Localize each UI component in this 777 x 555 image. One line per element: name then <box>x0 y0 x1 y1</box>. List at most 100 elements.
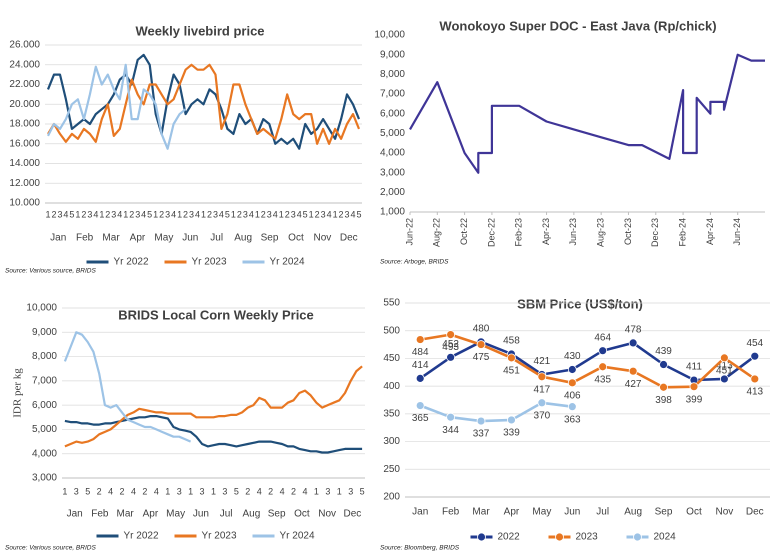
series-line <box>64 365 363 448</box>
week-label: 2 <box>142 486 147 496</box>
month-label: Jun <box>193 509 209 520</box>
point <box>476 340 486 349</box>
week-label: 3 <box>222 486 227 496</box>
x-tick-label: Jun-24 <box>732 218 742 246</box>
data-label: 399 <box>686 394 703 405</box>
week-label: 4 <box>351 209 356 219</box>
month-label: Jun <box>182 233 198 244</box>
point <box>628 366 638 376</box>
x-tick-label: Feb-23 <box>514 218 524 247</box>
month-label: Aug <box>234 233 252 244</box>
chart-title: Weekly livebird price <box>135 23 264 38</box>
x-tick-label: Apr-23 <box>541 218 551 245</box>
month-label: Sep <box>261 233 279 244</box>
data-label: 339 <box>503 428 520 439</box>
data-label: 451 <box>716 366 733 377</box>
month-label: Jan <box>67 509 83 520</box>
week-label: 2 <box>129 209 134 219</box>
data-label: 454 <box>746 338 763 349</box>
point <box>446 330 456 339</box>
week-label: 5 <box>147 209 152 219</box>
x-tick-label: Jun-22 <box>404 218 414 246</box>
week-label: 3 <box>177 486 182 496</box>
y-tick-label: 8,000 <box>32 351 57 362</box>
data-label: 414 <box>412 360 429 371</box>
week-label: 4 <box>108 486 113 496</box>
legend-label: Yr 2023 <box>202 531 237 542</box>
y-tick-label: 10.000 <box>9 198 40 209</box>
y-tick-label: 500 <box>383 325 400 336</box>
month-label: Sep <box>268 509 286 520</box>
month-label: Nov <box>313 233 331 244</box>
source-note: Source: Arboge, BRIDS <box>380 259 449 266</box>
legend-label: Yr 2022 <box>114 257 149 268</box>
x-tick-label: Aug-23 <box>596 218 606 247</box>
y-tick-label: 14.000 <box>9 158 40 169</box>
week-label: 1 <box>279 209 284 219</box>
y-tick-label: 4,000 <box>380 148 405 159</box>
week-label: 5 <box>234 486 239 496</box>
week-label: 2 <box>183 209 188 219</box>
data-label: 337 <box>473 429 490 440</box>
month-label: Nov <box>318 509 336 520</box>
week-label: 4 <box>249 209 254 219</box>
series-line <box>409 53 765 174</box>
y-tick-label: 250 <box>383 464 400 475</box>
week-label: 4 <box>219 209 224 219</box>
source-note: Source: Various source, BRIDS <box>5 268 96 275</box>
week-label: 1 <box>255 209 260 219</box>
week-label: 4 <box>302 486 307 496</box>
series-line <box>46 53 361 150</box>
x-tick-label: Dec-22 <box>486 218 496 247</box>
month-label: Oct <box>288 233 304 244</box>
series-line <box>47 63 361 145</box>
y-tick-label: 300 <box>383 436 400 447</box>
source-note: Source: Various source, BRIDS <box>5 545 96 552</box>
data-label: 435 <box>594 374 611 385</box>
week-label: 1 <box>75 209 80 219</box>
legend-label: Yr 2024 <box>270 257 305 268</box>
x-tick-label: May <box>532 507 551 518</box>
point <box>415 335 425 344</box>
data-label: 430 <box>564 351 581 362</box>
week-label: 2 <box>268 486 273 496</box>
x-tick-label: Oct <box>686 507 702 518</box>
y-tick-label: 16.000 <box>9 138 40 149</box>
week-label: 1 <box>123 209 128 219</box>
data-label: 427 <box>625 379 642 390</box>
y-tick-label: 22.000 <box>9 79 40 90</box>
week-label: 3 <box>74 486 79 496</box>
data-label: 363 <box>564 414 581 425</box>
series-line <box>63 331 192 443</box>
data-label: 344 <box>442 425 459 436</box>
y-tick-label: 12.000 <box>9 178 40 189</box>
x-tick-label: Jun <box>564 507 580 518</box>
legend-marker <box>555 532 564 542</box>
x-tick-label: Jan <box>412 507 428 518</box>
week-label: 5 <box>85 486 90 496</box>
y-tick-label: 9,000 <box>380 49 405 60</box>
legend-label: 2022 <box>498 532 521 543</box>
week-label: 5 <box>357 209 362 219</box>
week-label: 1 <box>62 486 67 496</box>
series-line <box>419 340 756 382</box>
month-label: Feb <box>76 233 94 244</box>
x-tick-label: Mar <box>472 507 490 518</box>
week-label: 5 <box>69 209 74 219</box>
month-label: Oct <box>294 509 310 520</box>
point <box>719 374 729 384</box>
x-tick-label: Feb <box>442 507 460 518</box>
y-tick-label: 10,000 <box>374 30 405 41</box>
month-label: Mar <box>102 233 120 244</box>
x-tick-label: Jun-23 <box>568 218 578 246</box>
y-tick-label: 20.000 <box>9 99 40 110</box>
point <box>476 416 486 426</box>
month-label: Dec <box>340 233 358 244</box>
y-tick-label: 9,000 <box>32 327 57 338</box>
point <box>537 398 547 408</box>
week-label: 2 <box>285 209 290 219</box>
week-label: 4 <box>154 486 159 496</box>
week-label: 4 <box>93 209 98 219</box>
point <box>507 415 516 425</box>
data-label: 413 <box>716 361 733 372</box>
